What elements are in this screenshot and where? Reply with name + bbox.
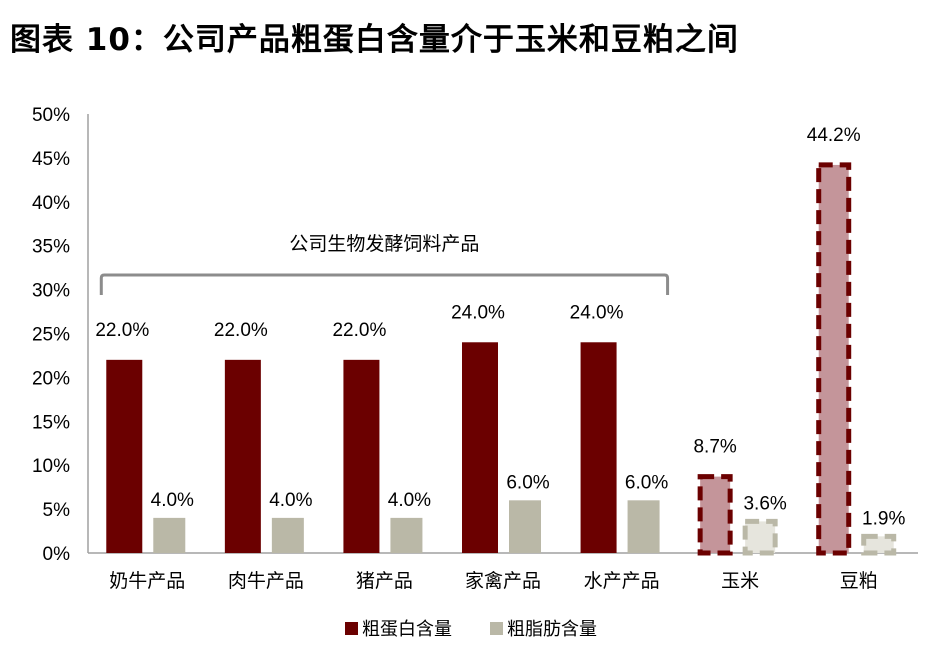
data-label-protein: 22.0% (214, 320, 268, 341)
bar-protein (816, 162, 852, 556)
legend-label-fat: 粗脂肪含量 (507, 619, 597, 639)
data-label-protein: 22.0% (332, 320, 386, 341)
bar-fat (742, 518, 778, 556)
bracket (99, 273, 670, 295)
x-tick-label: 奶牛产品 (109, 570, 185, 592)
bracket-annotation: 公司生物发酵饲料产品 (289, 233, 479, 255)
data-label-protein: 22.0% (95, 320, 149, 341)
y-tick-label: 45% (32, 149, 70, 170)
data-label-fat: 3.6% (743, 493, 786, 514)
y-tick-label: 50% (32, 105, 70, 126)
bar-protein (224, 359, 261, 553)
data-label-protein: 24.0% (451, 302, 505, 323)
bar-fat (390, 517, 423, 553)
y-tick-label: 35% (32, 237, 70, 258)
bar-protein (462, 342, 498, 553)
data-label-fat: 6.0% (506, 472, 549, 493)
x-tick-label: 肉牛产品 (228, 570, 304, 592)
data-label-protein: 24.0% (570, 302, 624, 323)
data-label-protein: 8.7% (693, 437, 736, 458)
y-tick-label: 40% (32, 193, 70, 214)
data-label-fat: 6.0% (625, 472, 668, 493)
y-tick-label: 10% (32, 456, 70, 477)
bar-protein (343, 359, 380, 553)
y-tick-label: 5% (43, 500, 71, 521)
bar-protein (697, 474, 733, 556)
data-label-fat: 4.0% (151, 490, 194, 511)
bar-fat (509, 500, 541, 553)
legend-swatch-protein (345, 622, 358, 635)
y-tick-label: 20% (32, 368, 70, 389)
legend-label-protein: 粗蛋白含量 (362, 619, 452, 639)
data-label-protein: 44.2% (807, 125, 861, 146)
chart-title: 图表 10：公司产品粗蛋白含量介于玉米和豆粕之间 (10, 22, 739, 58)
bar-protein (106, 359, 143, 553)
x-tick-label: 家禽产品 (465, 570, 541, 592)
data-label-fat: 4.0% (269, 490, 312, 511)
x-tick-label: 豆粕 (840, 570, 878, 592)
x-tick-label: 玉米 (721, 570, 759, 592)
bar-fat (271, 517, 304, 553)
bar-fat (153, 517, 186, 553)
bar-fat (627, 500, 660, 553)
bar-protein (580, 342, 617, 553)
y-tick-label: 25% (32, 325, 70, 346)
x-tick-label: 水产产品 (584, 570, 660, 592)
y-tick-label: 15% (32, 412, 70, 433)
data-label-fat: 4.0% (388, 490, 431, 511)
y-tick-label: 0% (43, 544, 71, 565)
legend-swatch-fat (490, 622, 503, 635)
bar-fat (861, 533, 897, 556)
data-label-fat: 1.9% (862, 508, 905, 529)
y-tick-label: 30% (32, 281, 70, 302)
x-tick-label: 猪产品 (356, 570, 413, 592)
